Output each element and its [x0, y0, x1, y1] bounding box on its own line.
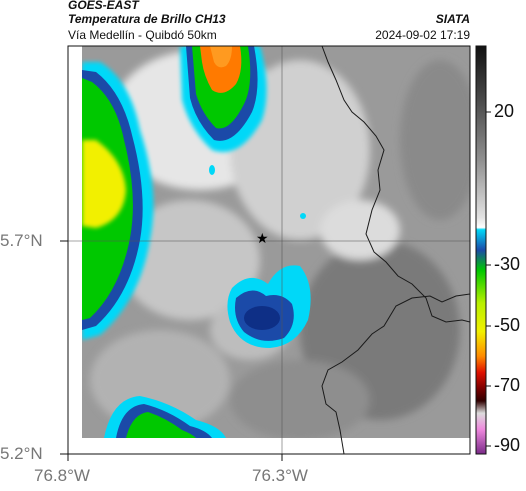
satellite-imagery — [68, 46, 470, 454]
lat-label-5-2: 5.2°N — [0, 444, 43, 463]
product-title: Temperatura de Brillo CH13 — [68, 12, 226, 26]
source-label: SIATA — [435, 12, 470, 26]
location-star-icon: ★ — [256, 230, 269, 246]
colorbar-tick-minus90: -90 — [494, 435, 521, 455]
political-border — [321, 46, 470, 323]
route-subtitle: Vía Medellín - Quibdó 50km — [68, 28, 217, 42]
cloud-cluster-north — [180, 46, 267, 152]
colorbar-tick-20: 20 — [494, 101, 515, 121]
colorbar-tick-minus70: -70 — [494, 375, 521, 395]
cloud-cluster-west — [82, 62, 154, 340]
colorbar-tick-minus50: -50 — [494, 315, 521, 335]
cloud-cluster-south — [104, 396, 226, 438]
colorbar — [475, 45, 487, 455]
lat-label-5-7: 5.7°N — [0, 231, 43, 250]
timestamp: 2024-09-02 17:19 — [375, 28, 470, 42]
lon-label-76-3: 76.3°W — [252, 466, 308, 485]
satellite-name: GOES-EAST — [68, 0, 139, 12]
colorbar-tick-minus30: -30 — [494, 254, 521, 274]
lon-label-76-8: 76.8°W — [34, 466, 90, 485]
cloud-cell-central — [227, 265, 311, 348]
political-border — [321, 293, 470, 454]
